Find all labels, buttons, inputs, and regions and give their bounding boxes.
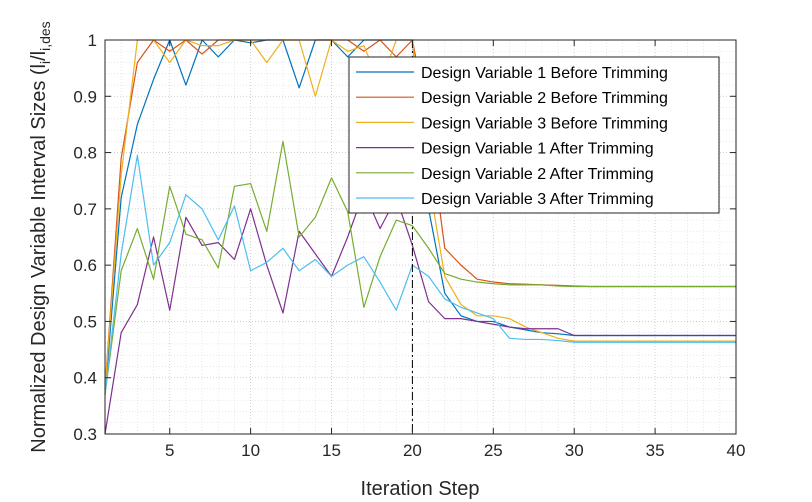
series-line-4	[104, 191, 736, 435]
x-axis-ticks: 5 10 15 20 25 30 35 40	[165, 40, 745, 460]
y-tick-label: 0.4	[73, 369, 97, 388]
legend-label-6: Design Variable 3 After Trimming	[421, 191, 654, 208]
legend-label-5: Design Variable 2 After Trimming	[421, 166, 654, 183]
x-tick-label: 20	[403, 441, 422, 460]
legend: Design Variable 1 Before Trimming Design …	[348, 56, 720, 214]
y-tick-label: 0.7	[73, 200, 97, 219]
y-tick-label: 0.6	[73, 256, 97, 275]
x-axis-label: Iteration Step	[361, 478, 480, 500]
legend-label-3: Design Variable 3 Before Trimming	[421, 115, 668, 132]
legend-label-1: Design Variable 1 Before Trimming	[421, 65, 668, 82]
x-tick-label: 5	[165, 441, 174, 460]
y-tick-label: 1	[88, 31, 97, 50]
legend-items: Design Variable 1 Before Trimming Design …	[356, 65, 668, 208]
x-tick-label: 25	[484, 441, 503, 460]
legend-label-4: Design Variable 1 After Trimming	[421, 141, 654, 158]
y-tick-label: 0.3	[73, 425, 97, 444]
plot-frame	[104, 39, 737, 435]
x-tick-label: 10	[241, 441, 260, 460]
legend-box	[348, 56, 720, 214]
x-tick-label: 40	[727, 441, 746, 460]
legend-label-2: Design Variable 2 Before Trimming	[421, 90, 668, 107]
y-axis-ticks: 0.3 0.4 0.5 0.6 0.7 0.8 0.9 1	[73, 31, 736, 444]
y-axis-label: Normalized Design Variable Interval Size…	[28, 21, 53, 452]
y-tick-label: 0.8	[73, 144, 97, 163]
series-line-5	[104, 140, 736, 395]
x-tick-label: 15	[322, 441, 341, 460]
series-line-6	[104, 154, 736, 395]
x-tick-label: 35	[646, 441, 665, 460]
y-tick-label: 0.9	[73, 87, 97, 106]
y-tick-label: 0.5	[73, 312, 97, 331]
x-tick-label: 30	[565, 441, 584, 460]
